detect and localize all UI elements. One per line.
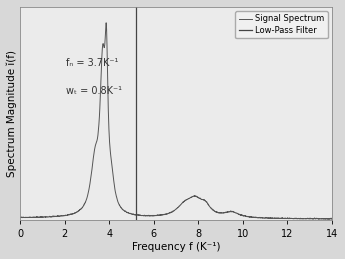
Y-axis label: Spectrum Magnitude ĭ(f): Spectrum Magnitude ĭ(f)	[7, 50, 18, 177]
Signal Spectrum	[166, 212, 170, 215]
Signal Spectrum	[18, 216, 22, 219]
Signal Spectrum	[305, 217, 309, 220]
Signal Spectrum	[152, 214, 156, 217]
Line: Signal Spectrum: Signal Spectrum	[20, 23, 332, 219]
X-axis label: Frequency f (K⁻¹): Frequency f (K⁻¹)	[132, 242, 220, 252]
Text: fₙ = 3.7K⁻¹: fₙ = 3.7K⁻¹	[66, 58, 118, 68]
Signal Spectrum	[321, 217, 325, 220]
Low-Pass Filter	[134, 219, 138, 222]
Signal Spectrum	[330, 218, 334, 221]
Text: wₜ = 0.8K⁻¹: wₜ = 0.8K⁻¹	[66, 86, 122, 96]
Low-Pass Filter	[134, 85, 138, 89]
Signal Spectrum	[245, 215, 249, 218]
Legend: Signal Spectrum, Low-Pass Filter: Signal Spectrum, Low-Pass Filter	[235, 11, 328, 38]
Signal Spectrum	[104, 21, 108, 24]
Signal Spectrum	[149, 214, 153, 217]
Signal Spectrum	[327, 218, 332, 221]
